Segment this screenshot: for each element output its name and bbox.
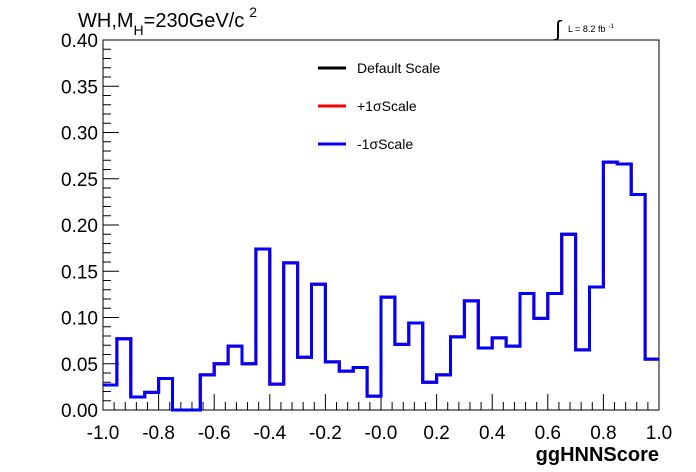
x-tick-label: -0.4 [253,423,286,444]
x-tick-label: -0.0 [365,423,398,444]
luminosity-value: L = 8.2 fb [568,24,605,34]
y-tick-label: 0.20 [61,216,98,237]
x-tick-label: 0.2 [423,423,449,444]
legend-label-0: Default Scale [357,60,440,76]
x-tick-label: -0.8 [142,423,175,444]
series-layer [103,160,659,412]
legend: Default Scale +1σScale -1σScale [318,60,440,152]
x-tick-label: -0.2 [309,423,342,444]
integral-symbol: ∫ [553,16,563,41]
legend-label-2: -1σScale [357,136,413,152]
y-tick-label: 0.25 [61,170,98,191]
y-tick-label: 0.05 [61,355,98,376]
x-tick-label: 0.8 [590,423,616,444]
x-tick-label: -0.6 [198,423,231,444]
y-tick-label: 0.30 [61,124,98,145]
y-tick-label: 0.10 [61,309,98,330]
chart-title-subscript: H [134,22,144,38]
y-tick-label: 0.35 [61,77,98,98]
chart-title-main: WH,M [78,10,134,32]
luminosity-label: ∫ L = 8.2 fb -1 [553,16,614,41]
x-tick-label: -1.0 [87,423,120,444]
x-tick-label: 0.4 [479,423,506,444]
legend-label-1: +1σScale [357,98,417,114]
x-axis-label: ggHNNScore [536,444,659,466]
chart-title-rest: =230GeV/c [144,10,245,32]
luminosity-text: L = 8.2 fb -1 [568,24,614,34]
y-tick-label: 0.40 [61,31,98,52]
chart-title: WH,MH=230GeV/c 2 [78,4,257,38]
x-tick-label: 1.0 [646,423,672,444]
y-axis: 0.00 0.05 0.10 0.15 0.20 0.25 0.30 0.35 0.40 [61,31,119,422]
y-tick-label: 0.00 [61,401,98,422]
series-line-2 [103,160,659,412]
y-tick-label: 0.15 [61,262,98,283]
x-axis: -1.0 -0.8 -0.6 -0.4 -0.2 -0.0 0.2 0.4 0.6 0.8 1.0 [87,394,672,444]
x-tick-label: 0.6 [535,423,561,444]
luminosity-superscript: -1 [608,24,614,30]
chart-title-superscript: 2 [249,4,257,20]
